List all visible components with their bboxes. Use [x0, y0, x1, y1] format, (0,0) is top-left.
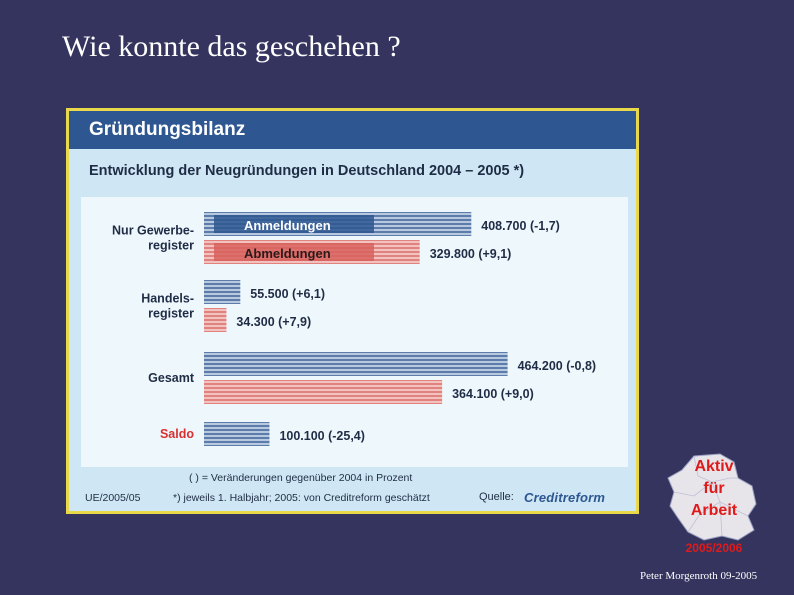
- bar-inline-label: Anmeldungen: [244, 218, 331, 233]
- group-label: register: [148, 307, 194, 321]
- bar-value-label: 408.700 (-1,7): [481, 219, 560, 233]
- germany-map-icon: [667, 453, 757, 541]
- bar-value-label: 364.100 (+9,0): [452, 387, 534, 401]
- bar-abmeldungen: [204, 380, 443, 404]
- group-label: Nur Gewerbe-: [112, 224, 194, 238]
- source-name: Creditreform: [524, 490, 606, 505]
- group-label: Saldo: [160, 427, 194, 441]
- bar-value-label: 34.300 (+7,9): [236, 315, 311, 329]
- bar-abmeldungen: [204, 308, 227, 332]
- figure-header: Gründungsbilanz: [69, 111, 636, 149]
- bar-value-label: 329.800 (+9,1): [430, 247, 512, 261]
- chart-figure: Gründungsbilanz Entwicklung der Neugründ…: [66, 108, 639, 514]
- slide-title: Wie konnte das geschehen ?: [62, 30, 401, 63]
- aktiv-fuer-arbeit-logo: Aktiv für Arbeit 2005/2006: [664, 452, 764, 555]
- figure-code: UE/2005/05: [85, 492, 141, 504]
- group-label: register: [148, 239, 194, 253]
- bar-anmeldungen: [204, 280, 241, 304]
- bar-inline-label-background: [214, 243, 374, 261]
- bar-inline-label-background: [214, 215, 374, 233]
- logo-line-3: Arbeit: [690, 502, 738, 519]
- bar-value-label: 55.500 (+6,1): [250, 287, 325, 301]
- logo-line-1: Aktiv: [694, 458, 734, 475]
- bar-value-label: 100.100 (-25,4): [279, 429, 364, 443]
- note-changes: ( ) = Veränderungen gegenüber 2004 in Pr…: [189, 472, 413, 484]
- bar-anmeldungen: [204, 422, 270, 446]
- bar-anmeldungen: [204, 352, 508, 376]
- bar-chart: Nur Gewerbe-register Anmeldungen 408.700 (…: [112, 212, 597, 446]
- logo-line-2: für: [703, 480, 725, 497]
- logo-years: 2005/2006: [685, 541, 743, 555]
- bar-inline-label: Abmeldungen: [244, 246, 331, 261]
- source-label: Quelle:: [479, 491, 514, 503]
- group-label: Gesamt: [148, 371, 195, 385]
- bar-value-label: 464.200 (-0,8): [518, 359, 597, 373]
- figure-title: Gründungsbilanz: [89, 119, 246, 140]
- note-period: *) jeweils 1. Halbjahr; 2005: von Credit…: [173, 492, 430, 504]
- author-footer: Peter Morgenroth 09-2005: [640, 570, 758, 582]
- figure-subtitle: Entwicklung der Neugründungen in Deutsch…: [89, 163, 525, 179]
- group-label: Handels-: [141, 292, 194, 306]
